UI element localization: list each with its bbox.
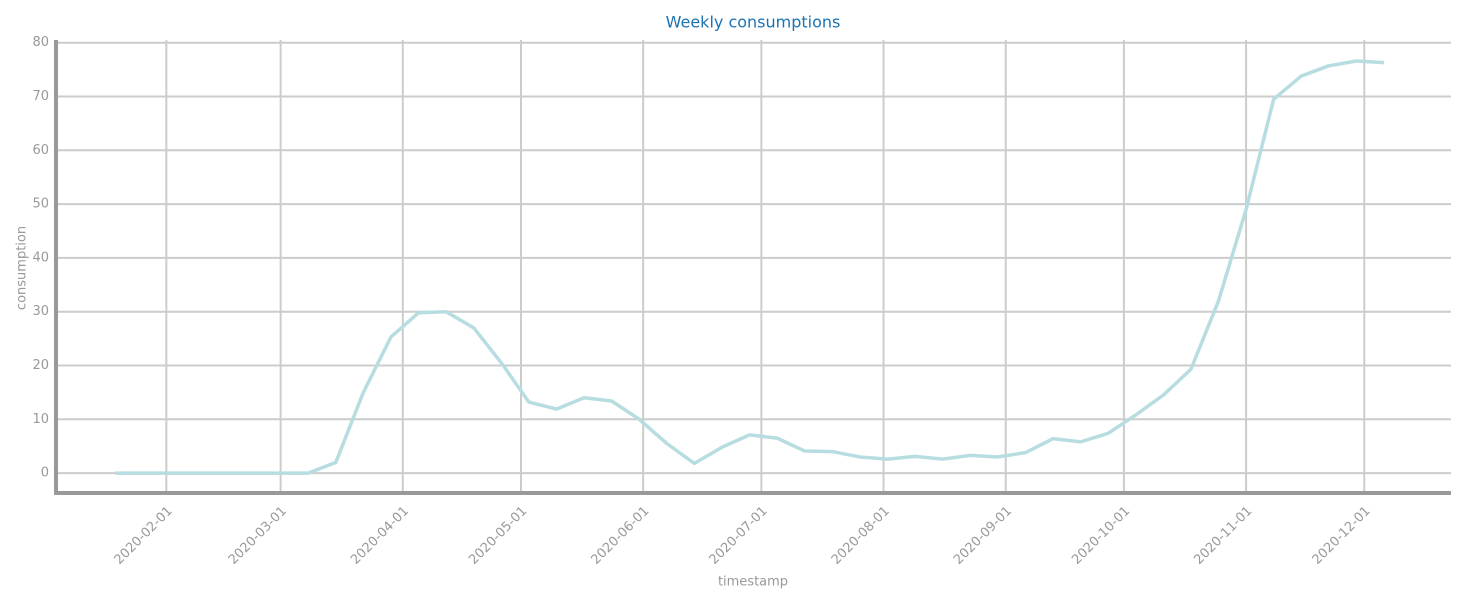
chart-title: Weekly consumptions	[666, 13, 841, 32]
x-tick-label: 2020-03-01	[226, 504, 290, 568]
x-tick-label: 2020-06-01	[588, 504, 652, 568]
x-tick-label: 2020-05-01	[466, 504, 530, 568]
x-axis-label: timestamp	[718, 575, 788, 590]
y-tick-label: 80	[32, 35, 49, 50]
x-tick-label: 2020-02-01	[112, 504, 176, 568]
x-tick-label: 2020-04-01	[348, 504, 412, 568]
y-tick-label: 60	[32, 143, 49, 158]
x-tick-label: 2020-12-01	[1310, 504, 1374, 568]
y-tick-label: 40	[32, 250, 49, 265]
x-tick-label: 2020-07-01	[707, 504, 771, 568]
y-tick-label: 0	[41, 466, 49, 481]
x-tick-label: 2020-11-01	[1191, 504, 1255, 568]
y-axis-label: consumption	[15, 226, 30, 310]
y-tick-label: 70	[32, 89, 49, 104]
y-tick-label: 20	[32, 358, 49, 373]
data-line	[115, 59, 1385, 475]
y-tick-label: 50	[32, 197, 49, 212]
x-tick-label: 2020-10-01	[1069, 504, 1133, 568]
y-tick-label: 30	[32, 304, 49, 319]
y-tick-label: 10	[32, 412, 49, 427]
x-tick-label: 2020-08-01	[829, 504, 893, 568]
x-tick-label: 2020-09-01	[951, 504, 1015, 568]
